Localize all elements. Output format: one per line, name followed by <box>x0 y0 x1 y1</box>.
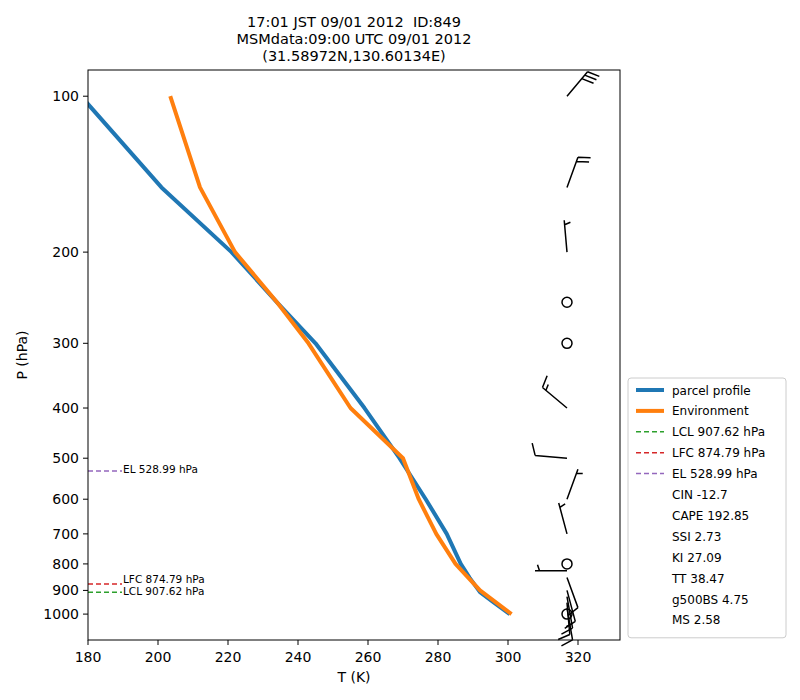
wind-barb <box>532 443 567 458</box>
x-tick <box>438 640 439 645</box>
wind-barb <box>567 578 578 616</box>
legend-label: LCL 907.62 hPa <box>672 425 765 439</box>
x-tick-label: 300 <box>495 649 522 665</box>
wind-calm <box>562 338 572 348</box>
x-tick <box>508 640 509 645</box>
wind-barb <box>559 503 567 534</box>
x-tick-label: 320 <box>565 649 592 665</box>
x-tick-label: 220 <box>215 649 242 665</box>
y-tick <box>83 533 88 534</box>
plot-frame <box>88 70 620 640</box>
x-tick-label: 240 <box>285 649 312 665</box>
y-tick-label: 400 <box>52 400 79 416</box>
legend-label: EL 528.99 hPa <box>672 467 758 481</box>
legend-label: TT 38.47 <box>671 572 725 586</box>
y-tick <box>83 96 88 97</box>
legend-label: Environment <box>672 404 749 418</box>
legend-label: MS 2.58 <box>672 613 721 627</box>
wind-calm <box>562 297 572 307</box>
legend-label: g500BS 4.75 <box>672 593 749 607</box>
wind-barb <box>567 469 583 499</box>
level-line <box>88 583 122 585</box>
y-tick-label: 1000 <box>43 606 79 622</box>
y-tick <box>83 408 88 409</box>
x-tick <box>368 640 369 645</box>
y-tick-label: 500 <box>52 450 79 466</box>
x-tick <box>228 640 229 645</box>
legend-handle <box>636 409 664 413</box>
wind-barb <box>542 376 567 408</box>
level-label: LFC 874.79 hPa <box>123 573 205 585</box>
subtitle: (31.58972N,130.60134E) <box>262 48 446 64</box>
legend-label: parcel profile <box>672 384 751 398</box>
x-tick <box>578 640 579 645</box>
y-tick <box>83 252 88 253</box>
x-tick-label: 280 <box>425 649 452 665</box>
legend-handle <box>636 388 664 392</box>
y-tick-label: 900 <box>52 582 79 598</box>
legend-handle <box>636 431 664 433</box>
legend-handle <box>636 473 664 475</box>
wind-barb <box>567 157 591 187</box>
level-line <box>88 592 122 594</box>
legend-label: KI 27.09 <box>672 551 722 565</box>
y-tick <box>83 343 88 344</box>
profile-line <box>170 96 511 614</box>
title: 17:01 JST 09/01 2012 ID:849 <box>247 14 461 30</box>
subtitle: MSMdata:09:00 UTC 09/01 2012 <box>237 31 472 47</box>
profile-line <box>88 96 510 614</box>
plot-area <box>88 96 512 614</box>
y-tick <box>83 499 88 500</box>
x-axis-label: T (K) <box>336 669 370 685</box>
legend-box <box>628 378 786 638</box>
x-tick-label: 180 <box>75 649 102 665</box>
x-tick <box>298 640 299 645</box>
level-line <box>88 470 122 472</box>
legend-label: CAPE 192.85 <box>672 509 749 523</box>
y-axis-label: P (hPa) <box>14 330 30 379</box>
y-tick-label: 700 <box>52 526 79 542</box>
wind-barb <box>558 603 570 640</box>
figure: 17:01 JST 09/01 2012 ID:849MSMdata:09:00… <box>0 0 800 700</box>
y-tick <box>83 458 88 459</box>
legend-handle <box>636 452 664 454</box>
x-tick-label: 200 <box>145 649 172 665</box>
level-label: EL 528.99 hPa <box>123 463 198 475</box>
y-tick-label: 300 <box>52 335 79 351</box>
legend-label: SSI 2.73 <box>672 530 721 544</box>
legend-label: LFC 874.79 hPa <box>672 446 765 460</box>
y-tick <box>83 563 88 564</box>
y-tick-label: 800 <box>52 556 79 572</box>
wind-barb <box>567 72 599 97</box>
level-label: LCL 907.62 hPa <box>123 585 204 597</box>
x-tick <box>88 640 89 645</box>
y-tick-label: 600 <box>52 491 79 507</box>
y-tick <box>83 590 88 591</box>
wind-calm <box>562 559 572 569</box>
legend-label: CIN -12.7 <box>672 488 728 502</box>
y-tick-label: 200 <box>52 244 79 260</box>
wind-barb <box>564 220 570 252</box>
y-tick <box>83 614 88 615</box>
x-tick-label: 260 <box>355 649 382 665</box>
x-tick <box>158 640 159 645</box>
y-tick-label: 100 <box>52 88 79 104</box>
